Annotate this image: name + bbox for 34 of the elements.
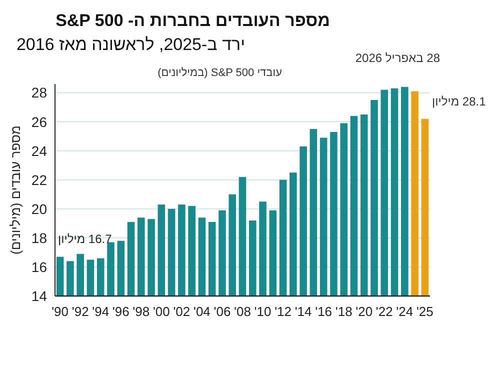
chart-subtitle: ירד ב-2025, לראשונה מאז 2016 [16, 35, 245, 54]
x-tick-label: '08 [234, 304, 251, 319]
x-tick-label: '12 [274, 304, 292, 319]
x-tick-label: '96 [112, 304, 130, 319]
chart-title: מספר העובדים בחברות ה- S&P 500 [56, 11, 330, 30]
text: 28.1 מיליון [432, 94, 486, 108]
y-tick-label: 14 [31, 288, 48, 304]
x-tick-label: '06 [214, 304, 231, 319]
x-tick-label: '00 [152, 304, 170, 319]
x-tick-label: '24 [396, 304, 414, 319]
y-axis-title: מספר עובדים (מיליונים) [8, 126, 23, 254]
x-tick-label: '98 [132, 304, 150, 319]
x-tick-label: '14 [294, 304, 312, 319]
y-tick-label: 26 [31, 114, 48, 130]
y-tick-label: 22 [31, 172, 48, 188]
x-tick-label: '02 [173, 304, 190, 319]
y-tick-label: 16 [31, 258, 48, 275]
y-tick-label: 18 [31, 230, 48, 246]
annotation: 16.7 מיליון [58, 232, 112, 246]
x-tick-label: '92 [72, 304, 89, 319]
x-tick-label: '20 [356, 304, 373, 319]
x-tick-label: '22 [376, 304, 393, 319]
text: 28 באפריל 2026 [355, 51, 440, 65]
x-tick-label: '10 [254, 304, 272, 319]
x-tick-label: '90 [52, 304, 69, 319]
x-tick-label: '04 [193, 304, 210, 319]
x-tick-label: '25 [416, 304, 434, 319]
x-tick-label: '16 [315, 304, 332, 319]
y-tick-label: 28 [31, 84, 48, 101]
y-tick-label: 24 [31, 142, 48, 159]
x-tick-label: '94 [92, 304, 110, 319]
text: עובדי S&P 500 (במיליונים) [158, 67, 282, 79]
x-tick-label: '18 [335, 304, 352, 319]
y-tick-label: 20 [31, 200, 48, 217]
